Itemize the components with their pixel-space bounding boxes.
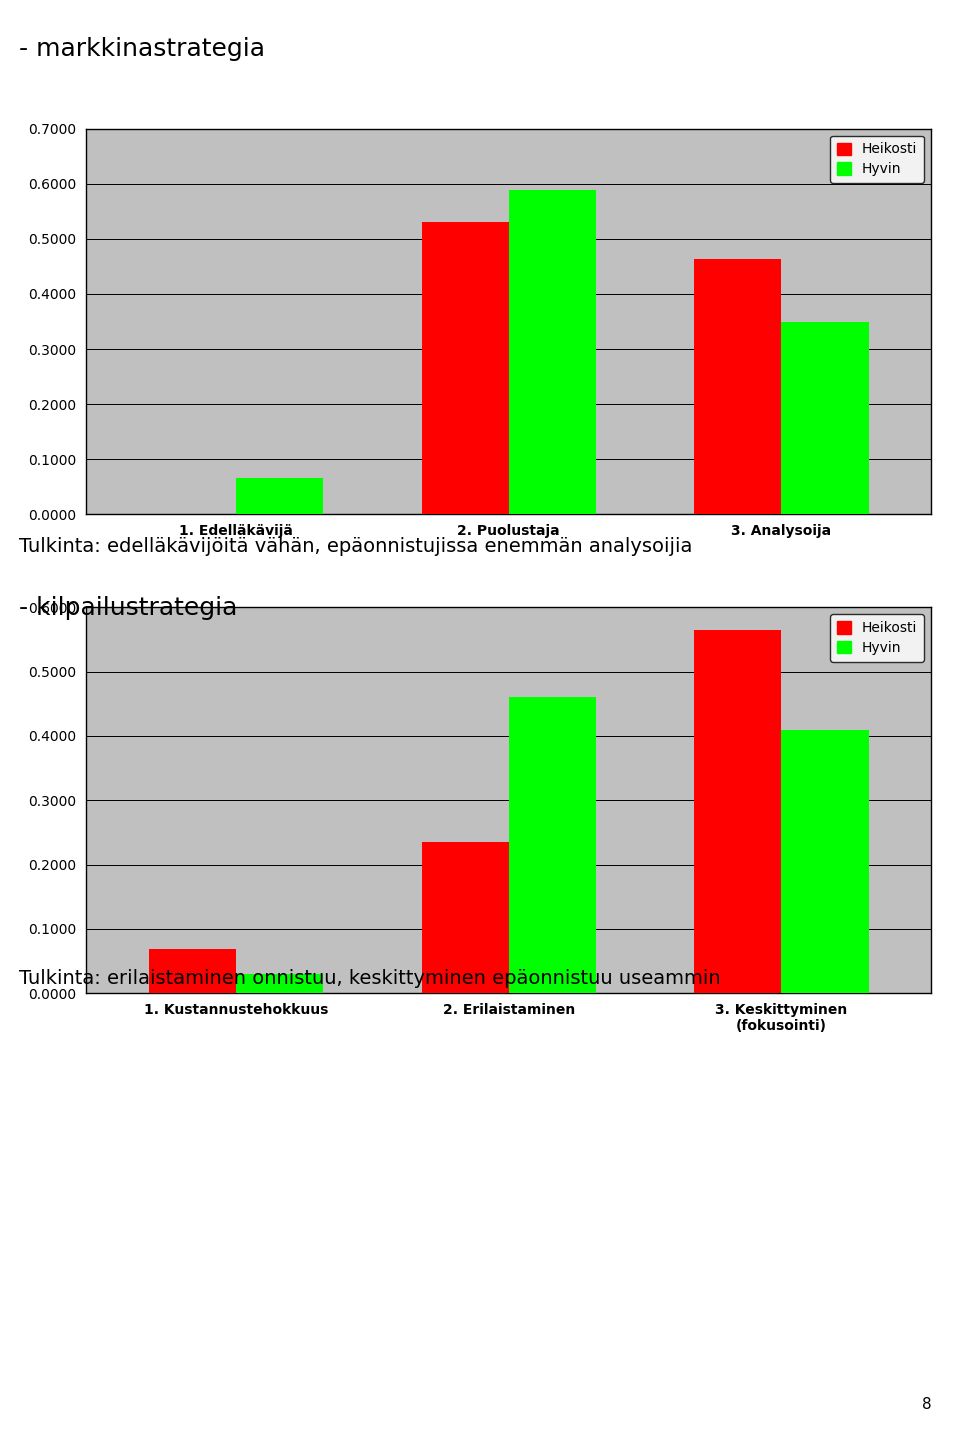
Text: 8: 8 bbox=[922, 1398, 931, 1412]
Bar bbox=[694, 259, 781, 514]
Bar bbox=[509, 697, 596, 993]
Text: Tulkinta: erilaistaminen onnistuu, keskittyminen epäonnistuu useammin: Tulkinta: erilaistaminen onnistuu, keski… bbox=[19, 969, 721, 987]
Text: - markkinastrategia: - markkinastrategia bbox=[19, 37, 265, 61]
Text: - kilpailustrategia: - kilpailustrategia bbox=[19, 596, 237, 620]
Legend: Heikosti, Hyvin: Heikosti, Hyvin bbox=[830, 614, 924, 662]
Bar bbox=[236, 477, 324, 514]
Bar bbox=[781, 730, 869, 993]
Bar bbox=[149, 949, 236, 993]
Bar bbox=[781, 322, 869, 514]
Bar bbox=[421, 842, 509, 993]
Bar bbox=[509, 190, 596, 514]
Legend: Heikosti, Hyvin: Heikosti, Hyvin bbox=[830, 136, 924, 183]
Bar bbox=[421, 223, 509, 514]
Bar bbox=[236, 975, 324, 993]
Text: Tulkinta: edelläkävijöitä vähän, epäonnistujissa enemmän analysoijia: Tulkinta: edelläkävijöitä vähän, epäonni… bbox=[19, 537, 692, 556]
Bar bbox=[694, 630, 781, 993]
